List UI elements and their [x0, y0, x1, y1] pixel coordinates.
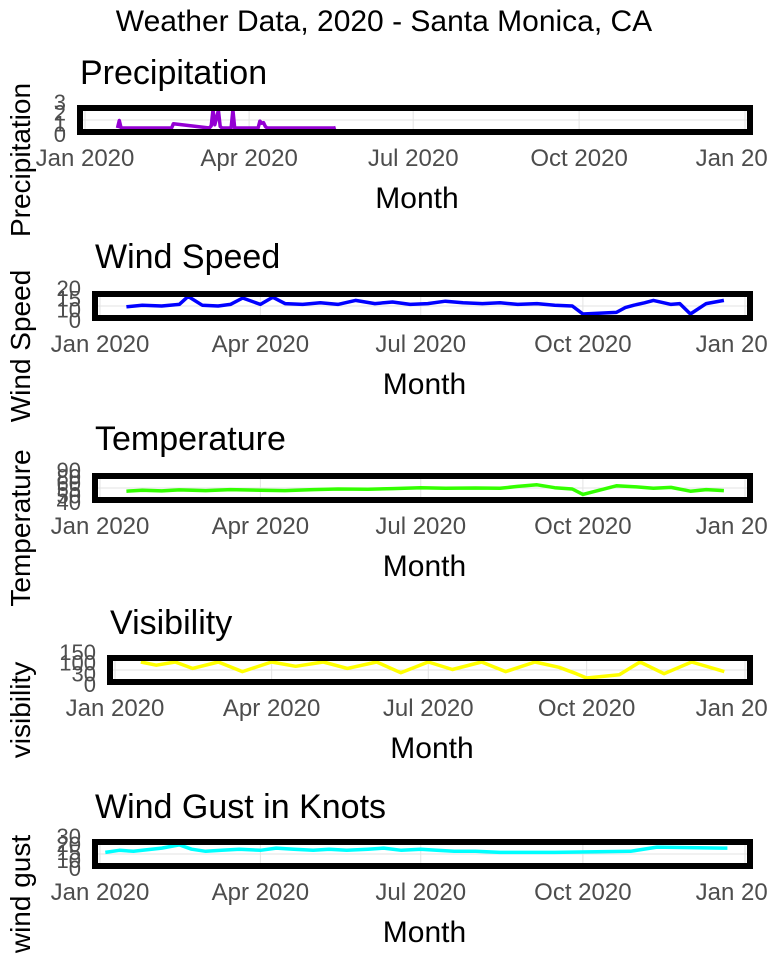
y-tick-label: 0: [69, 308, 81, 333]
y-tick-label: 20: [57, 832, 81, 857]
x-tick-label: Jan 2021: [696, 513, 768, 540]
panel-title: Visibility: [110, 604, 232, 642]
x-tick-label: Jan 2021: [696, 331, 768, 358]
y-tick-label: 1: [54, 111, 66, 136]
plot-border: [92, 473, 753, 503]
y-tick-label: 0: [84, 672, 96, 697]
panel-title: Precipitation: [80, 54, 267, 92]
x-tick-label: Jul 2020: [375, 331, 466, 358]
y-tick-label: 30: [57, 824, 81, 849]
y-tick-label: 30: [72, 661, 96, 686]
y-tick-label: 150: [59, 640, 96, 665]
y-tick-label: 55: [57, 477, 81, 502]
x-tick-label: Oct 2020: [538, 695, 635, 722]
y-axis-label: visibility: [5, 662, 36, 758]
x-tick-label: Jul 2020: [368, 145, 459, 172]
x-tick-label: Oct 2020: [534, 331, 631, 358]
x-tick-label: Jan 2020: [51, 513, 150, 540]
y-tick-label: 0: [54, 122, 66, 147]
y-axis-label: Wind Speed: [5, 270, 36, 423]
data-line-series: [140, 660, 725, 680]
x-tick-label: Jan 2020: [51, 879, 150, 906]
visibility-panel: Visibility visibility 0 30 100 150 Jan 2020 Apr…: [0, 594, 768, 774]
panel-title: Wind Speed: [95, 238, 280, 276]
x-axis-label: Month: [383, 550, 466, 583]
x-tick-label: Apr 2020: [212, 513, 309, 540]
y-tick-label: 10: [57, 848, 81, 873]
x-tick-label: Jan 2020: [66, 695, 165, 722]
data-line-series: [126, 483, 724, 497]
x-tick-label: Oct 2020: [530, 145, 627, 172]
y-tick-label: 90: [57, 458, 81, 483]
page-title: Weather Data, 2020 - Santa Monica, CA: [115, 5, 653, 38]
x-tick-label: Apr 2020: [212, 331, 309, 358]
x-tick-label: Jul 2020: [375, 879, 466, 906]
x-tick-label: Jan 2020: [36, 145, 135, 172]
plot-border: [77, 105, 753, 135]
wind-speed-panel: Wind Speed Wind Speed 0 10 15 20 Jan 2020 Apr 2…: [0, 226, 768, 422]
x-tick-label: Apr 2020: [200, 145, 297, 172]
wind-gust-panel: Wind Gust in Knots wind gust 0 10 15 20 30 Jan …: [0, 778, 768, 958]
x-tick-label: Oct 2020: [534, 879, 631, 906]
x-tick-label: Apr 2020: [223, 695, 320, 722]
x-axis-label: Month: [390, 732, 473, 765]
y-tick-label: 60: [57, 471, 81, 496]
x-tick-label: Jan 2020: [51, 331, 150, 358]
panel-title: Wind Gust in Knots: [95, 788, 386, 826]
y-axis-label: Precipitation: [5, 83, 36, 237]
x-axis-label: Month: [375, 182, 458, 215]
x-tick-label: Oct 2020: [534, 513, 631, 540]
x-tick-label: Jul 2020: [383, 695, 474, 722]
y-tick-label: 40: [57, 490, 81, 515]
x-axis-label: Month: [383, 916, 466, 949]
x-tick-label: Jan 2021: [696, 879, 768, 906]
x-tick-label: Jul 2020: [375, 513, 466, 540]
plot-border: [107, 655, 753, 685]
y-tick-label: 2: [54, 101, 66, 126]
y-tick-label: 3: [54, 90, 66, 115]
y-tick-label: 15: [57, 287, 81, 312]
y-tick-label: 80: [57, 464, 81, 489]
data-line-series: [105, 843, 728, 855]
x-tick-label: Jan 2021: [696, 145, 768, 172]
plot-border: [92, 839, 753, 869]
panel-title: Temperature: [95, 420, 286, 458]
x-tick-label: Apr 2020: [212, 879, 309, 906]
precipitation-panel: Precipitation Precipitation 0 1 2 3 Jan 2020 Ap…: [0, 40, 768, 237]
y-axis-label: wind gust: [5, 835, 36, 955]
y-axis-label: Temperature: [5, 449, 36, 606]
temperature-panel: Temperature Temperature 40 50 55 60 80 90 Jan 20…: [0, 410, 768, 607]
y-tick-label: 0: [69, 856, 81, 881]
x-tick-label: Jan 2021: [696, 695, 768, 722]
y-tick-label: 50: [57, 484, 81, 509]
y-tick-label: 10: [57, 297, 81, 322]
y-tick-label: 100: [59, 651, 96, 676]
x-axis-label: Month: [383, 368, 466, 401]
y-tick-label: 15: [57, 840, 81, 865]
plot-border: [92, 291, 753, 321]
y-tick-label: 20: [57, 276, 81, 301]
data-line-series: [126, 294, 725, 316]
data-line-series: [115, 108, 337, 130]
